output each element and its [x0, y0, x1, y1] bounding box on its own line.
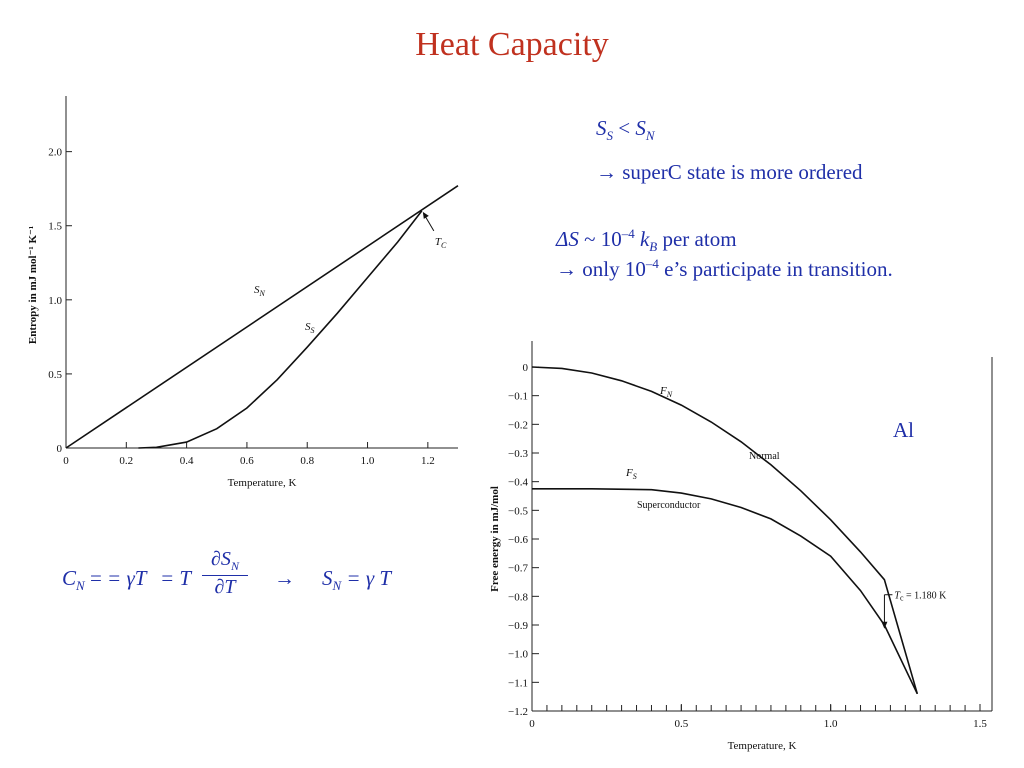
y-tick-label: −0.9 [508, 620, 528, 632]
formula-equals-t: = T [160, 566, 192, 590]
y-tick-label: −0.6 [508, 534, 528, 546]
x-tick-label: 1.2 [421, 455, 435, 467]
entropy-chart: 0 0.5 1.0 1.5 2.0 0 0.2 0.4 0.6 0.8 1.0 1.2 Temperat… [27, 96, 459, 489]
x-axis-label: Temperature, K [728, 740, 797, 752]
y-tick-label: −0.4 [508, 477, 528, 489]
series-line-0 [531, 366, 919, 695]
series-label-sn: SN [254, 284, 266, 298]
x-tick-label: 0 [63, 455, 69, 467]
y-tick-label: −0.7 [508, 563, 528, 575]
y-axis-label: Entropy in mJ mol⁻¹ K⁻¹ [27, 226, 39, 344]
formula-cn: CN = = γT [62, 566, 147, 594]
x-tick-label: 0.2 [119, 455, 133, 467]
tc-label: TC [435, 236, 447, 250]
y-tick-label: −1.0 [508, 649, 528, 661]
series-line-1 [532, 488, 919, 695]
note-entropy-difference: ΔS ~ 10–4 kB per atom [556, 226, 737, 255]
y-tick-label: 0.5 [48, 369, 62, 381]
y-tick-label: 0 [523, 362, 529, 374]
note-entropy-inequality: SS < SN [596, 116, 655, 144]
y-tick-label: −1.1 [508, 677, 528, 689]
y-tick-label: 1.5 [48, 221, 62, 233]
x-tick-label: 1.5 [973, 718, 987, 730]
series-line-0 [65, 185, 459, 449]
series-line-1 [138, 210, 423, 449]
x-tick-label: 0.6 [240, 455, 254, 467]
series-label-fs: FS [625, 467, 637, 481]
slide-title: Heat Capacity [415, 26, 609, 63]
y-tick-label: −0.2 [508, 419, 528, 431]
tc-arrowhead [881, 621, 888, 629]
free-energy-chart: 0 −0.1 −0.2 −0.3 −0.4 −0.5 −0.6 −0.7 −0.8 −0.9 −1.… [489, 341, 993, 752]
x-tick-label: 0.8 [300, 455, 314, 467]
y-tick-label: −0.3 [508, 448, 528, 460]
x-tick-label: 0 [529, 718, 535, 730]
y-tick-label: −1.2 [508, 706, 528, 718]
x-tick-label: 1.0 [361, 455, 375, 467]
series-label-ss: SS [305, 321, 315, 335]
y-axis-label: Free energy in mJ/mol [489, 486, 501, 592]
series-label-fn: FN [659, 385, 673, 399]
y-tick-label: −0.8 [508, 591, 528, 603]
x-tick-label: 0.4 [180, 455, 194, 467]
y-tick-label: −0.1 [508, 391, 528, 403]
y-tick-label: 2.0 [48, 147, 62, 159]
x-tick-label: 0.5 [674, 718, 688, 730]
superconductor-label: Superconductor [637, 500, 701, 511]
formula-arrow: → [274, 566, 295, 590]
y-tick-label: 1.0 [48, 295, 62, 307]
y-tick-label: 0 [57, 443, 63, 455]
x-tick-label: 1.0 [824, 718, 838, 730]
normal-label: Normal [749, 451, 780, 462]
formula-sn: SN = γ T [322, 566, 392, 594]
tc-label: Tc = 1.180 K [894, 591, 947, 603]
material-label: Al [893, 418, 914, 442]
y-tick-label: −0.5 [508, 505, 528, 517]
note-ordered-state: → superC state is more ordered [596, 160, 863, 184]
x-axis-label: Temperature, K [228, 477, 297, 489]
note-participation: → only 10–4 e’s participate in transitio… [556, 256, 893, 281]
formula-fraction: ∂SN ∂T [202, 548, 248, 599]
tc-arrowhead [422, 211, 429, 219]
